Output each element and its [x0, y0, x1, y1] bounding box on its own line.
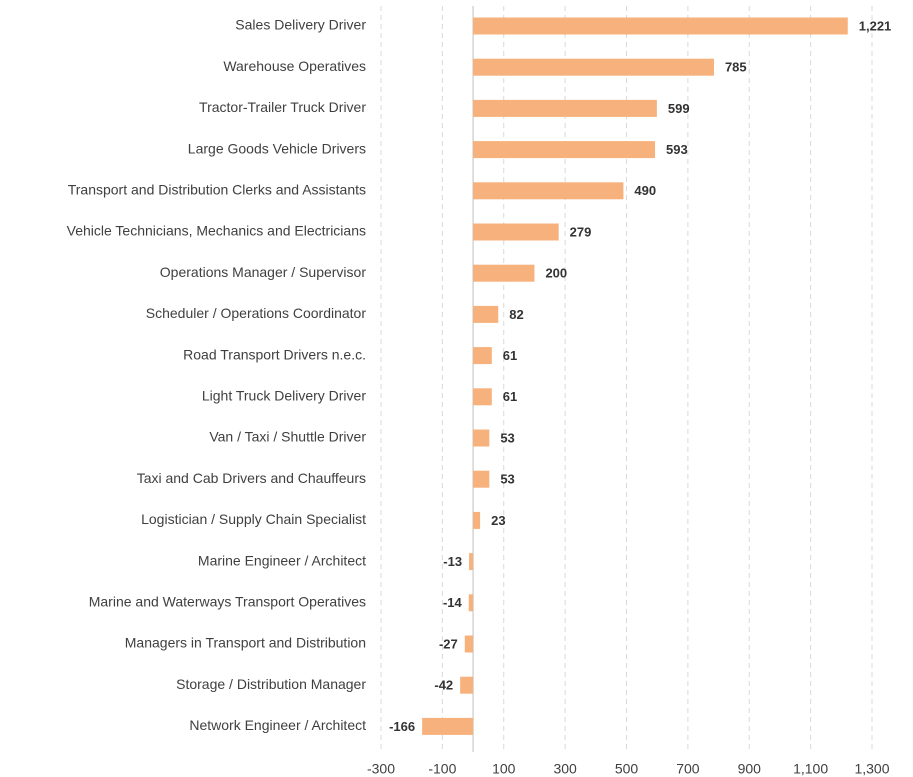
bar	[473, 141, 656, 159]
category-label: Tractor-Trailer Truck Driver	[199, 99, 366, 115]
category-label: Warehouse Operatives	[223, 58, 366, 74]
value-label: 53	[500, 472, 514, 487]
bar	[473, 347, 492, 365]
bar	[473, 58, 714, 76]
value-label: 82	[509, 307, 523, 322]
category-label: Van / Taxi / Shuttle Driver	[209, 429, 366, 445]
category-label: Transport and Distribution Clerks and As…	[68, 182, 366, 198]
value-label: 53	[500, 430, 514, 445]
bar	[473, 429, 490, 447]
value-label: -13	[443, 554, 462, 569]
bar	[473, 470, 490, 488]
x-tick-label: 1,300	[854, 761, 889, 777]
value-label: 279	[570, 224, 592, 239]
value-label: 593	[666, 142, 688, 157]
x-tick-label: 500	[615, 761, 639, 777]
bar	[473, 264, 535, 282]
bar	[469, 553, 474, 571]
category-label: Scheduler / Operations Coordinator	[146, 305, 367, 321]
bar	[473, 182, 624, 200]
bar	[464, 635, 474, 653]
bar	[473, 17, 848, 35]
category-label: Large Goods Vehicle Drivers	[188, 140, 366, 156]
value-label: 61	[503, 348, 517, 363]
bar	[473, 388, 492, 406]
value-label: -14	[443, 595, 463, 610]
value-label: 61	[503, 389, 517, 404]
bar	[473, 223, 559, 241]
bar	[422, 717, 474, 735]
value-label: 200	[545, 266, 567, 281]
value-label: 23	[491, 513, 505, 528]
category-label: Vehicle Technicians, Mechanics and Elect…	[67, 223, 366, 239]
category-label: Marine Engineer / Architect	[198, 552, 366, 568]
bar	[473, 511, 481, 529]
x-tick-label: -300	[367, 761, 395, 777]
bar	[473, 305, 499, 323]
bar	[473, 99, 657, 117]
category-label: Taxi and Cab Drivers and Chauffeurs	[137, 470, 366, 486]
value-label: 1,221	[859, 18, 892, 33]
category-label: Light Truck Delivery Driver	[202, 388, 366, 404]
category-label: Storage / Distribution Manager	[176, 676, 366, 692]
x-tick-label: 300	[553, 761, 577, 777]
x-tick-label: 1,100	[793, 761, 828, 777]
value-label: -166	[389, 719, 415, 734]
value-label: 490	[634, 183, 656, 198]
category-label: Operations Manager / Supervisor	[160, 264, 367, 280]
category-label: Logistician / Supply Chain Specialist	[141, 511, 366, 527]
category-label: Managers in Transport and Distribution	[125, 635, 366, 651]
x-tick-label: 100	[492, 761, 516, 777]
category-label: Network Engineer / Architect	[189, 717, 366, 733]
category-label: Marine and Waterways Transport Operative…	[89, 594, 366, 610]
x-tick-label: -100	[428, 761, 456, 777]
value-label: 785	[725, 60, 747, 75]
bar	[468, 594, 474, 612]
x-tick-label: 700	[676, 761, 700, 777]
bar	[460, 676, 474, 694]
category-label: Road Transport Drivers n.e.c.	[183, 346, 366, 362]
category-label: Sales Delivery Driver	[235, 17, 366, 33]
value-label: 599	[668, 101, 690, 116]
x-tick-label: 900	[738, 761, 762, 777]
value-label: -27	[439, 636, 458, 651]
value-label: -42	[434, 678, 453, 693]
